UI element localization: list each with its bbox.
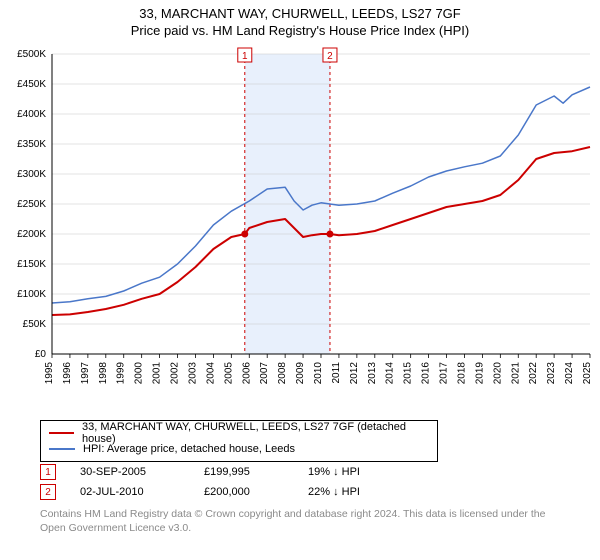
svg-text:1997: 1997	[80, 362, 91, 385]
footnote: Contains HM Land Registry data © Crown c…	[40, 508, 560, 535]
svg-text:£150K: £150K	[17, 259, 46, 270]
svg-text:£200K: £200K	[17, 229, 46, 240]
svg-text:£250K: £250K	[17, 199, 46, 210]
svg-text:1998: 1998	[98, 362, 109, 385]
svg-text:1996: 1996	[62, 362, 73, 385]
marker-badge: 2	[40, 484, 56, 500]
svg-text:2014: 2014	[385, 362, 396, 385]
sale-marker-row: 2 02-JUL-2010 £200,000 22% ↓ HPI	[40, 482, 388, 502]
svg-text:2021: 2021	[510, 362, 521, 385]
legend: 33, MARCHANT WAY, CHURWELL, LEEDS, LS27 …	[40, 420, 438, 462]
svg-text:2013: 2013	[367, 362, 378, 385]
legend-label: 33, MARCHANT WAY, CHURWELL, LEEDS, LS27 …	[82, 421, 429, 445]
svg-text:2023: 2023	[546, 362, 557, 385]
sale-marker-row: 1 30-SEP-2005 £199,995 19% ↓ HPI	[40, 462, 388, 482]
marker-price: £200,000	[204, 486, 284, 498]
svg-text:2025: 2025	[582, 362, 593, 385]
svg-text:2010: 2010	[313, 362, 324, 385]
svg-text:2022: 2022	[528, 362, 539, 385]
svg-text:2009: 2009	[295, 362, 306, 385]
svg-text:2024: 2024	[564, 362, 575, 385]
svg-text:£0: £0	[35, 349, 47, 360]
legend-swatch	[49, 432, 74, 434]
svg-text:2005: 2005	[223, 362, 234, 385]
marker-date: 02-JUL-2010	[80, 486, 180, 498]
marker-badge: 1	[40, 464, 56, 480]
legend-swatch	[49, 448, 75, 450]
marker-price: £199,995	[204, 466, 284, 478]
svg-text:£100K: £100K	[17, 289, 46, 300]
svg-text:2000: 2000	[134, 362, 145, 385]
svg-text:£300K: £300K	[17, 169, 46, 180]
svg-text:£50K: £50K	[23, 319, 47, 330]
chart-title-line1: 33, MARCHANT WAY, CHURWELL, LEEDS, LS27 …	[0, 6, 600, 21]
svg-text:1999: 1999	[116, 362, 127, 385]
svg-text:2017: 2017	[439, 362, 450, 385]
svg-text:£450K: £450K	[17, 79, 46, 90]
svg-text:2015: 2015	[403, 362, 414, 385]
svg-text:2001: 2001	[152, 362, 163, 385]
svg-text:1: 1	[242, 51, 248, 62]
svg-text:2011: 2011	[331, 362, 342, 384]
marker-date: 30-SEP-2005	[80, 466, 180, 478]
svg-text:2003: 2003	[187, 362, 198, 385]
svg-text:2016: 2016	[421, 362, 432, 385]
svg-text:1995: 1995	[44, 362, 55, 385]
legend-label: HPI: Average price, detached house, Leed…	[83, 443, 295, 455]
svg-text:£500K: £500K	[17, 49, 46, 60]
svg-text:2018: 2018	[456, 362, 467, 385]
svg-text:2019: 2019	[474, 362, 485, 385]
svg-text:2012: 2012	[349, 362, 360, 385]
marker-delta: 19% ↓ HPI	[308, 466, 388, 478]
svg-text:£350K: £350K	[17, 139, 46, 150]
legend-item: 33, MARCHANT WAY, CHURWELL, LEEDS, LS27 …	[49, 425, 429, 441]
svg-text:2007: 2007	[259, 362, 270, 385]
chart-title-line2: Price paid vs. HM Land Registry's House …	[0, 23, 600, 38]
svg-text:2008: 2008	[277, 362, 288, 385]
svg-text:2002: 2002	[170, 362, 181, 385]
chart-area: £0 £50K £100K £150K £200K £250K £300K £350K £400…	[0, 44, 600, 414]
marker-delta: 22% ↓ HPI	[308, 486, 388, 498]
svg-text:2020: 2020	[492, 362, 503, 385]
svg-text:£400K: £400K	[17, 109, 46, 120]
svg-text:2004: 2004	[205, 362, 216, 385]
svg-text:2: 2	[327, 51, 333, 62]
svg-text:2006: 2006	[241, 362, 252, 385]
sale-markers: 1 30-SEP-2005 £199,995 19% ↓ HPI 2 02-JU…	[40, 462, 388, 502]
